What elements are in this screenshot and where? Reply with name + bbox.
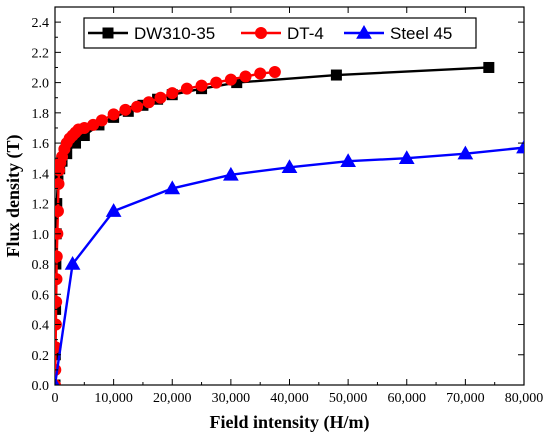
- data-point-dt-4: [142, 96, 155, 109]
- legend: DW310-35 DT-4 Steel 45: [83, 17, 477, 49]
- y-axis-title: Flux density (T): [3, 134, 24, 257]
- x-axis-title: Field intensity (H/m): [210, 412, 370, 433]
- data-point-steel-45: [105, 203, 122, 217]
- data-point-dt-4: [224, 73, 237, 86]
- series-steel-45: [55, 139, 524, 385]
- y-tick-label: 2.4: [32, 16, 50, 31]
- y-tick-label: 0.2: [32, 349, 50, 364]
- series-layer: [55, 61, 524, 385]
- data-point-steel-45: [457, 145, 474, 160]
- data-point-steel-45: [281, 159, 298, 174]
- data-point-dt-4: [119, 103, 132, 116]
- data-point-dt-4: [55, 205, 64, 218]
- x-tick-label: 50,000: [329, 391, 368, 406]
- y-tick-label: 1.0: [32, 228, 50, 243]
- data-point-dt-4: [55, 250, 63, 263]
- data-point-dt-4: [95, 114, 108, 127]
- legend-entry-steel-45: Steel 45: [344, 24, 452, 43]
- y-tick-label: 1.8: [32, 107, 50, 122]
- plot-frame: [54, 6, 525, 386]
- data-point-dt-4: [131, 100, 144, 113]
- data-point-dt-4: [154, 91, 167, 104]
- data-point-dt-4: [239, 70, 252, 83]
- legend-label-dt-4: DT-4: [287, 24, 324, 43]
- x-tick-label: 40,000: [270, 391, 309, 406]
- x-tick-label: 30,000: [212, 391, 251, 406]
- y-tick-label: 1.2: [32, 198, 50, 213]
- data-point-dw310-35: [483, 61, 495, 73]
- y-tick-label: 2.0: [32, 77, 50, 92]
- y-tick-label: 0.6: [32, 288, 50, 303]
- data-point-steel-45: [64, 256, 81, 270]
- data-point-dt-4: [210, 76, 223, 89]
- data-point-dt-4: [268, 66, 281, 79]
- data-point-dt-4: [254, 67, 267, 80]
- legend-entry-dt-4: DT-4: [241, 24, 324, 43]
- series-dt-4: [55, 66, 281, 385]
- legend-marker-dt-4: [255, 27, 267, 39]
- data-point-steel-45: [340, 153, 356, 167]
- legend-entry-dw310-35: DW310-35: [88, 24, 215, 43]
- plot-area: [54, 6, 525, 386]
- y-tick-label: 2.2: [32, 46, 50, 61]
- x-tick-label: 0: [52, 391, 59, 406]
- y-tick-label: 0.4: [32, 319, 50, 334]
- data-point-dt-4: [107, 108, 120, 121]
- series-line-steel-45: [55, 146, 524, 385]
- data-point-dw310-35: [330, 69, 342, 81]
- legend-label-steel-45: Steel 45: [390, 24, 452, 43]
- data-point-dt-4: [180, 82, 193, 95]
- data-point-dt-4: [195, 79, 208, 92]
- data-point-dt-4: [166, 87, 179, 100]
- data-point-steel-45: [398, 150, 415, 164]
- y-tick-label: 0.8: [32, 258, 50, 273]
- data-point-steel-45: [516, 139, 524, 154]
- x-tick-label: 10,000: [94, 391, 133, 406]
- legend-marker-steel-45: [356, 24, 372, 39]
- data-point-steel-45: [223, 166, 239, 181]
- data-point-steel-45: [164, 180, 181, 195]
- data-point-dt-4: [55, 273, 63, 286]
- legend-marker-dw310-35: [102, 27, 114, 39]
- data-point-steel-45: [55, 376, 60, 385]
- x-tick-label: 20,000: [153, 391, 192, 406]
- data-point-dt-4: [55, 295, 63, 308]
- x-tick-label: 80,000: [505, 391, 544, 406]
- y-tick-label: 1.6: [32, 137, 50, 152]
- y-tick-label: 0.0: [32, 379, 50, 394]
- x-tick-label: 60,000: [388, 391, 427, 406]
- legend-label-dw310-35: DW310-35: [134, 24, 215, 43]
- y-tick-label: 1.4: [32, 167, 50, 182]
- x-tick-label: 70,000: [446, 391, 485, 406]
- data-point-dt-4: [55, 177, 65, 190]
- axes-layer: 0 10,000 20,000 30,000 40,000 50,000 60,000 70,…: [3, 7, 543, 433]
